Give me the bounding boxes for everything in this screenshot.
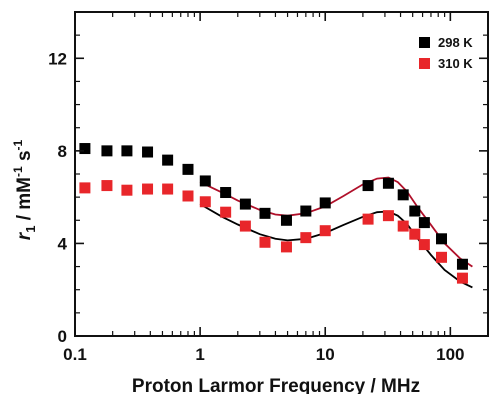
legend-marker [419,37,430,48]
data-point [300,232,312,244]
data-point [436,251,448,263]
data-point [199,175,211,187]
data-point [79,143,91,155]
y-tick-label: 4 [58,234,68,253]
data-point [121,184,133,196]
y-axis-title-s: s [14,150,35,166]
data-point [382,210,394,222]
data-point [436,233,448,245]
data-point [280,241,292,253]
data-point [162,183,174,195]
data-point [239,198,251,210]
data-point [259,236,271,248]
y-tick-label: 8 [58,142,67,161]
fit-lines [199,176,473,289]
y-axis-title-sub: 1 [23,226,38,233]
data-point [182,190,194,202]
data-point [319,197,331,209]
data-point [101,180,113,192]
tick-labels: 0.1 1 10 100 0 4 8 12 [48,49,464,364]
data-point [397,189,409,201]
data-point [142,183,154,195]
data-point [362,213,374,225]
data-point [456,258,468,270]
y-axis-title-sup2: -1 [11,139,25,150]
y-axis-title-sup1: -1 [11,166,25,177]
legend-marker [419,58,430,69]
data-point [362,180,374,192]
x-tick-label: 100 [436,345,464,364]
axes [74,11,489,337]
data-point [239,220,251,232]
data-point [418,217,430,229]
legend-label: 310 K [438,56,473,71]
data-point [162,154,174,166]
data-point [220,206,232,218]
data-point [79,182,91,194]
fit-curve [199,203,473,289]
y-axis-title-mid: / mM [14,177,35,226]
data-point [142,146,154,158]
data-point [101,145,113,157]
legend-label: 298 K [438,35,473,50]
y-axis-title: r1 / mM-1 s-1 [11,139,38,240]
legend: 298 K 310 K [419,35,473,71]
x-tick-label: 10 [316,345,335,364]
data-point [199,196,211,208]
data-point [418,239,430,251]
data-point [220,187,232,199]
data-point [121,145,133,157]
data-point [382,177,394,189]
data-point [300,205,312,217]
data-point [259,207,271,219]
x-tick-label: 1 [195,345,204,364]
y-tick-label: 0 [58,327,67,346]
data-point [280,214,292,226]
data-points [79,143,468,284]
data-point [409,205,421,217]
data-point [319,225,331,237]
data-point [409,228,421,240]
y-axis-title-r: r [14,231,35,240]
data-point [397,220,409,232]
y-tick-label: 12 [48,49,67,68]
x-axis-title: Proton Larmor Frequency / MHz [132,376,420,394]
x-tick-label: 0.1 [63,345,87,364]
data-point [182,163,194,175]
data-point [456,272,468,284]
